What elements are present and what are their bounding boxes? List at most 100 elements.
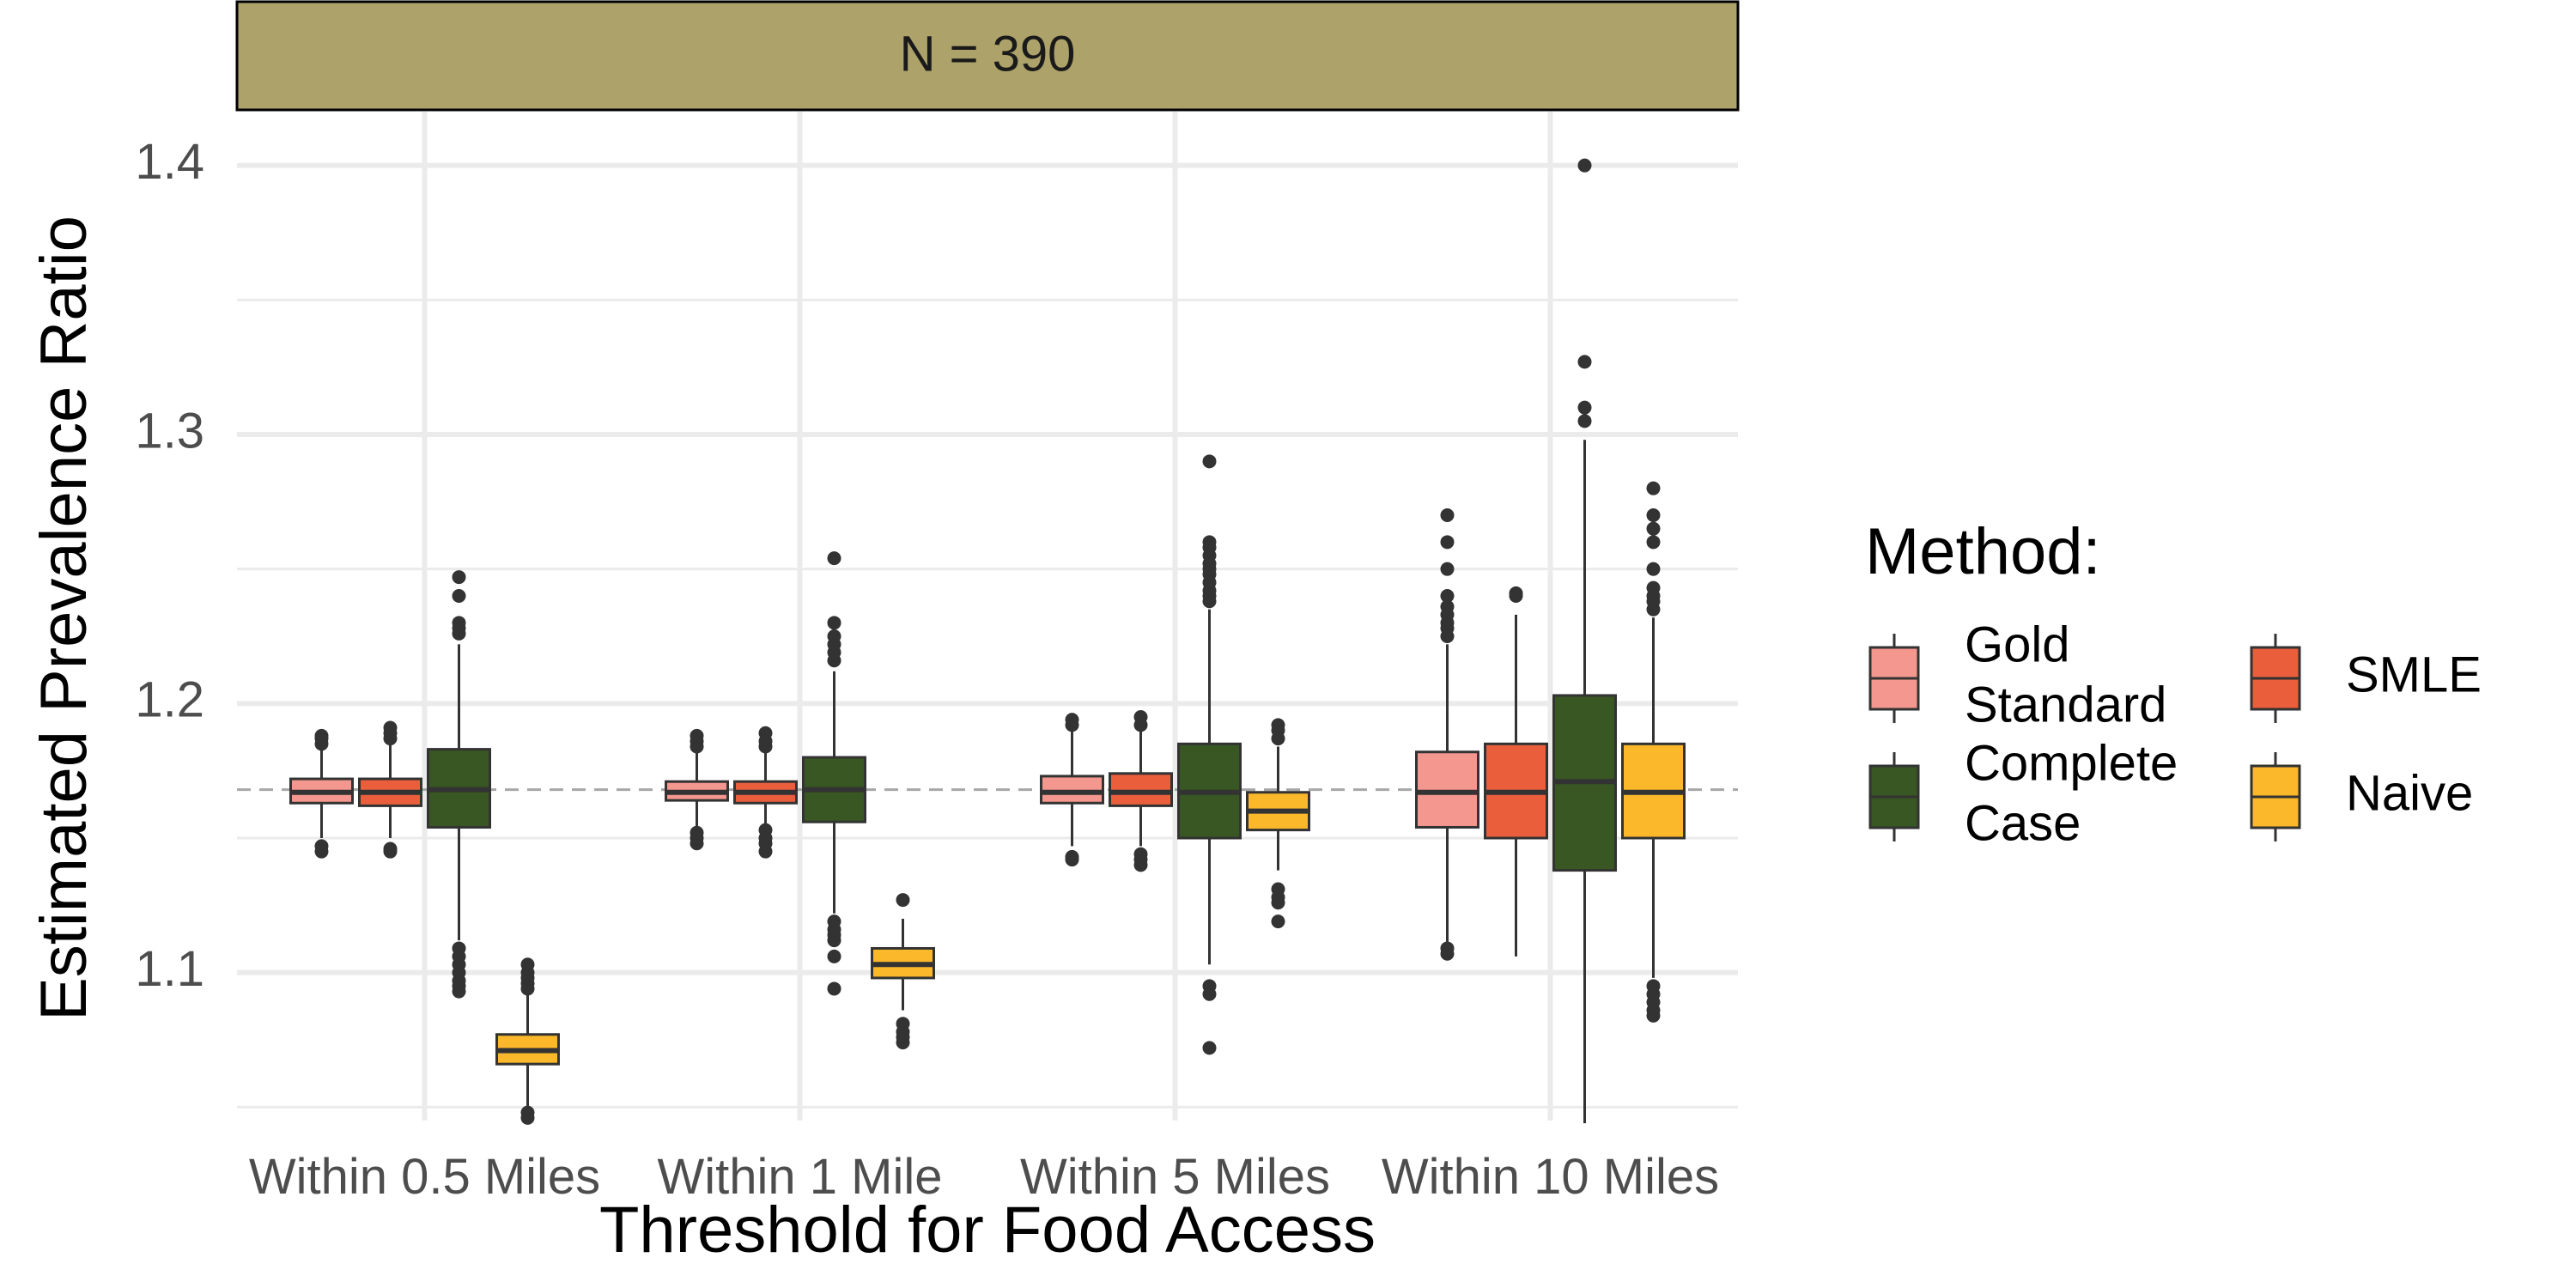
outlier-point <box>1646 979 1661 993</box>
box-group <box>1415 508 1479 961</box>
box <box>1040 775 1104 805</box>
outlier-point <box>758 823 773 837</box>
box-group <box>358 720 422 859</box>
outlier-point <box>1577 355 1592 369</box>
outlier-point <box>1440 941 1455 956</box>
outlier-point <box>1577 158 1592 173</box>
legend-label: Case <box>1965 795 2081 851</box>
box-group <box>802 551 866 996</box>
outlier-point <box>1202 1041 1217 1055</box>
outlier-point <box>452 616 466 630</box>
outlier-point <box>383 720 398 735</box>
outlier-point <box>452 570 466 585</box>
y-axis-title: Estimated Prevalence Ratio <box>27 216 100 1021</box>
outlier-point <box>827 949 841 963</box>
legend-label: Gold <box>1965 617 2070 672</box>
facet-strip: N = 390 <box>235 0 1740 112</box>
box-group <box>665 728 729 851</box>
outlier-point <box>1646 580 1661 595</box>
outlier-point <box>1065 849 1079 864</box>
outlier-point <box>827 914 841 929</box>
outlier-point <box>383 841 398 856</box>
outlier-point <box>827 629 841 643</box>
y-tick-label: 1.4 <box>135 134 204 190</box>
outlier-point <box>1202 454 1217 469</box>
legend-label: SMLE <box>2346 647 2482 702</box>
y-tick-label: 1.3 <box>135 403 204 459</box>
outlier-point <box>1577 400 1592 415</box>
outlier-point <box>827 551 841 566</box>
legend-label: Complete <box>1965 735 2178 791</box>
outlier-point <box>1440 562 1455 576</box>
facet-label: N = 390 <box>900 26 1076 82</box>
outlier-point <box>452 941 466 956</box>
outlier-point <box>1646 521 1661 536</box>
outlier-point <box>1440 508 1455 522</box>
outlier-point <box>1133 847 1148 861</box>
x-axis-ticks: Within 0.5 Miles Within 1 Mile Within 5 Mi… <box>249 1149 1719 1205</box>
outlier-point <box>1577 414 1592 428</box>
outlier-point <box>1440 535 1455 550</box>
y-tick-label: 1.2 <box>135 672 204 728</box>
outlier-point <box>758 726 773 740</box>
box <box>1109 772 1173 807</box>
x-tick-label: Within 1 Mile <box>658 1149 943 1205</box>
outlier-point <box>1271 718 1285 732</box>
outlier-point <box>896 893 910 908</box>
box-group <box>1552 158 1617 1124</box>
y-tick-label: 1.1 <box>135 941 204 997</box>
y-axis-ticks: 1.1 1.2 1.3 1.4 <box>135 134 204 997</box>
x-tick-label: Within 10 Miles <box>1382 1149 1719 1205</box>
legend-title: Method: <box>1865 515 2101 588</box>
outlier-point <box>896 1017 910 1031</box>
box <box>1415 750 1479 829</box>
outlier-point <box>827 616 841 630</box>
outlier-point <box>1509 586 1523 600</box>
outlier-point <box>1271 882 1285 896</box>
outlier-point <box>452 589 466 603</box>
facet-strip-background <box>235 0 1740 112</box>
box-group <box>289 728 354 859</box>
outlier-point <box>1133 710 1148 724</box>
legend-item: Naive <box>2250 752 2473 841</box>
outlier-point <box>1202 535 1217 550</box>
outlier-point <box>314 728 329 743</box>
outlier-point <box>1646 535 1661 550</box>
outlier-point <box>690 825 704 840</box>
outlier-point <box>314 839 329 854</box>
outlier-point <box>1440 599 1455 614</box>
outlier-point <box>1202 979 1217 993</box>
legend-label: Standard <box>1965 677 2166 732</box>
boxes <box>289 158 1686 1125</box>
x-tick-label: Within 5 Miles <box>1020 1149 1330 1205</box>
outlier-point <box>1646 481 1661 495</box>
outlier-point <box>520 1105 535 1120</box>
box-group <box>1484 586 1548 957</box>
outlier-point <box>1646 562 1661 576</box>
x-axis-title: Threshold for Food Access <box>599 1194 1376 1267</box>
outlier-point <box>827 981 841 996</box>
outlier-point <box>690 728 704 743</box>
outlier-point <box>1646 508 1661 522</box>
box-group <box>1177 454 1242 1055</box>
box-group <box>495 957 560 1125</box>
box-group <box>871 893 935 1050</box>
box-group <box>427 570 491 999</box>
legend-label: Naive <box>2346 765 2473 821</box>
outlier-point <box>520 957 535 972</box>
legend-item: SMLE <box>2250 634 2482 723</box>
outlier-point <box>1440 589 1455 603</box>
box-group <box>1109 710 1173 872</box>
x-tick-label: Within 0.5 Miles <box>249 1149 600 1205</box>
box-group <box>733 726 798 859</box>
outlier-point <box>1271 914 1285 929</box>
box-group <box>1246 718 1310 929</box>
box-group <box>1040 713 1104 867</box>
box-group <box>1621 481 1686 1023</box>
outlier-point <box>1065 713 1079 727</box>
